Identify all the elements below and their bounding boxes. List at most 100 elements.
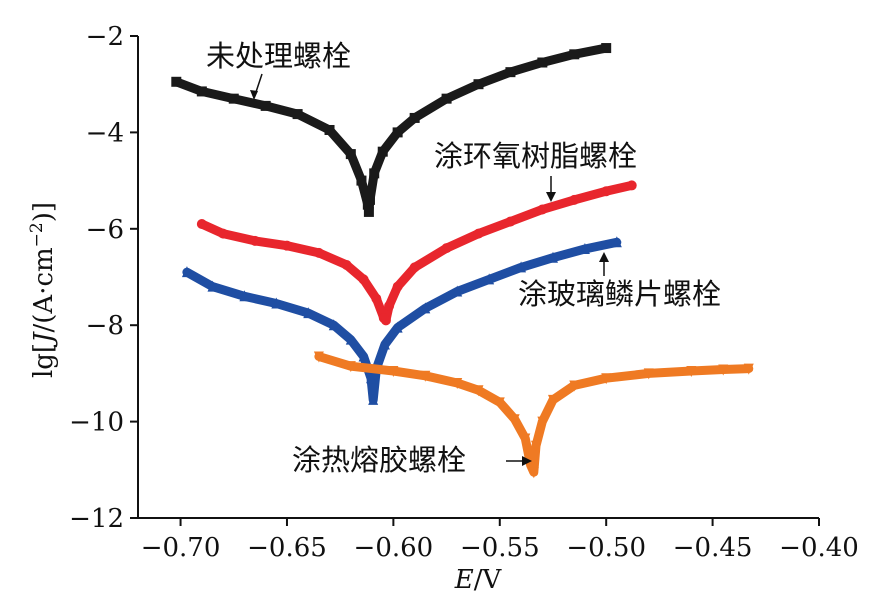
data-point bbox=[345, 361, 356, 373]
data-point bbox=[643, 368, 654, 380]
annotation-hotmelt: 涂热熔胶螺栓 bbox=[292, 443, 532, 477]
data-point bbox=[537, 57, 548, 68]
data-point bbox=[409, 262, 420, 273]
y-axis-label-pre: lg[ bbox=[29, 343, 59, 378]
data-point bbox=[569, 194, 580, 205]
data-point bbox=[441, 243, 452, 254]
data-point bbox=[345, 333, 356, 345]
data-point bbox=[452, 378, 463, 390]
data-point bbox=[537, 416, 548, 428]
x-tick-label: −0.40 bbox=[779, 533, 859, 563]
data-point bbox=[530, 440, 541, 452]
data-point bbox=[363, 206, 374, 217]
x-tick-label: −0.60 bbox=[354, 533, 434, 563]
data-point bbox=[718, 364, 729, 376]
x-axis-label-var: E bbox=[454, 565, 474, 595]
x-tick-label: −0.50 bbox=[566, 533, 646, 563]
data-point bbox=[484, 273, 495, 285]
arrowhead-epoxy bbox=[546, 192, 556, 202]
y-tick-label: −8 bbox=[86, 311, 124, 341]
label-epoxy: 涂环氧树脂螺栓 bbox=[434, 139, 637, 173]
axes bbox=[137, 36, 819, 519]
x-tick-label: −0.65 bbox=[247, 533, 327, 563]
data-point bbox=[409, 112, 420, 123]
data-point bbox=[369, 168, 380, 179]
label-untreated: 未处理螺栓 bbox=[206, 39, 351, 73]
data-point bbox=[181, 266, 192, 278]
y-axis-label: lg[J/(A·cm−2)] bbox=[27, 202, 59, 378]
data-point bbox=[547, 251, 558, 263]
y-tick-label: −2 bbox=[86, 22, 124, 52]
data-point bbox=[569, 49, 580, 60]
data-point bbox=[388, 365, 399, 377]
y-tick-label: −10 bbox=[69, 408, 124, 438]
y-tick-label: −6 bbox=[86, 215, 124, 245]
x-tick-label: −0.70 bbox=[141, 533, 221, 563]
data-point bbox=[516, 261, 527, 273]
data-point bbox=[537, 204, 548, 215]
data-point bbox=[579, 243, 590, 255]
series-line-1 bbox=[197, 180, 637, 325]
data-point bbox=[358, 274, 369, 285]
data-point bbox=[569, 380, 580, 392]
data-point bbox=[379, 338, 390, 350]
data-point bbox=[196, 86, 207, 97]
series-lines bbox=[171, 43, 754, 479]
data-point bbox=[441, 93, 452, 104]
annotation-epoxy: 涂环氧树脂螺栓 bbox=[434, 139, 637, 202]
data-point bbox=[171, 76, 182, 87]
y-axis-label-sup: −2 bbox=[27, 222, 47, 247]
data-point bbox=[494, 397, 505, 409]
data-point bbox=[377, 146, 388, 157]
data-point bbox=[509, 414, 520, 426]
annotation-untreated: 未处理螺栓 bbox=[206, 39, 351, 100]
y-tick-label: −12 bbox=[69, 504, 124, 534]
data-point bbox=[292, 109, 303, 120]
annotation-glassflake: 涂玻璃鳞片螺栓 bbox=[518, 252, 721, 311]
x-tick-label: −0.45 bbox=[673, 533, 753, 563]
data-point bbox=[528, 467, 539, 479]
data-point bbox=[371, 293, 382, 304]
data-point bbox=[324, 124, 335, 135]
data-point bbox=[328, 319, 339, 331]
label-hotmelt: 涂热熔胶螺栓 bbox=[292, 443, 466, 477]
data-point bbox=[218, 228, 229, 239]
data-point bbox=[452, 285, 463, 297]
data-point bbox=[392, 281, 403, 292]
data-point bbox=[547, 394, 558, 406]
data-point bbox=[380, 315, 391, 326]
data-point bbox=[392, 321, 403, 333]
data-point bbox=[505, 67, 516, 78]
data-point bbox=[686, 365, 697, 377]
data-point bbox=[473, 385, 484, 397]
data-point bbox=[520, 433, 531, 445]
data-point bbox=[358, 350, 369, 362]
data-point bbox=[196, 218, 207, 229]
data-point bbox=[271, 297, 282, 309]
data-point bbox=[368, 393, 379, 405]
data-point bbox=[345, 149, 356, 160]
ticks: −0.70 −0.65 −0.60 −0.55 −0.50 −0.45 −0.40 −12 −1… bbox=[69, 22, 859, 563]
data-point bbox=[601, 43, 612, 54]
y-axis-label-var: J bbox=[29, 331, 59, 348]
data-point bbox=[611, 236, 622, 248]
arrowhead-untreated bbox=[250, 90, 258, 100]
data-point bbox=[420, 302, 431, 314]
data-point bbox=[207, 280, 218, 292]
data-point bbox=[313, 247, 324, 258]
data-point bbox=[239, 290, 250, 302]
data-point bbox=[281, 240, 292, 251]
data-point bbox=[228, 93, 239, 104]
data-point bbox=[473, 228, 484, 239]
x-axis-label: E/V bbox=[454, 565, 503, 595]
data-point bbox=[303, 307, 314, 319]
data-point bbox=[384, 300, 395, 311]
data-point bbox=[313, 351, 324, 363]
series-line-2 bbox=[182, 237, 622, 405]
data-point bbox=[505, 216, 516, 227]
data-point bbox=[601, 186, 612, 197]
x-axis-label-unit: /V bbox=[474, 565, 503, 595]
data-point bbox=[366, 372, 377, 384]
data-point bbox=[626, 180, 637, 191]
